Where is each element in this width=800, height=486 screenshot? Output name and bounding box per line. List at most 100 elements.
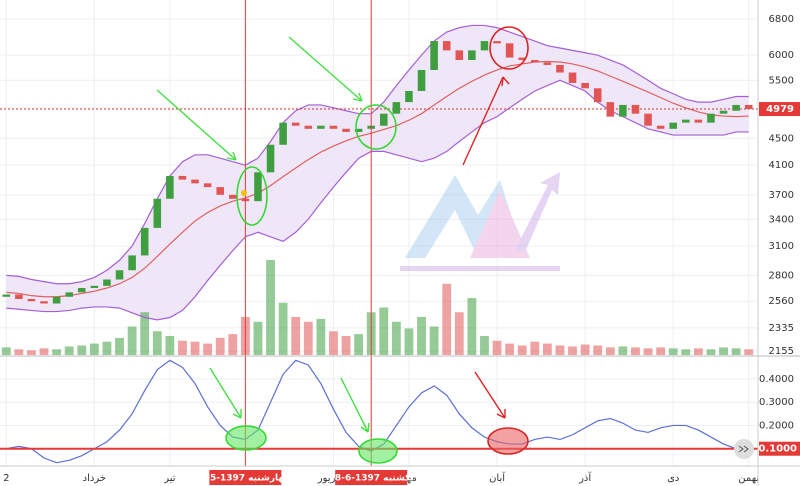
y-tick-label: 4100 xyxy=(769,160,794,171)
volume-bar xyxy=(102,341,112,355)
candle xyxy=(266,144,275,173)
candle xyxy=(480,41,489,51)
candle xyxy=(417,69,426,92)
candle xyxy=(493,41,501,44)
highlight-ellipse xyxy=(355,104,397,150)
arrow-head xyxy=(496,409,506,419)
candle xyxy=(669,122,677,129)
volume-bar xyxy=(580,344,590,355)
candle xyxy=(556,64,564,73)
y-tick-label: 6800 xyxy=(769,14,794,25)
candle xyxy=(128,255,136,271)
volume-bar xyxy=(404,328,414,355)
band-area xyxy=(6,25,749,320)
volume-bar xyxy=(329,331,338,355)
candle xyxy=(631,104,640,114)
candle xyxy=(518,57,526,61)
x-tick-label: خرداد xyxy=(83,473,106,484)
volume-bar xyxy=(190,341,200,355)
arrow xyxy=(340,377,369,433)
candle xyxy=(279,122,287,145)
y-tick-label: 5500 xyxy=(769,75,794,86)
volume-bar xyxy=(39,348,49,355)
volume-bar xyxy=(291,317,301,355)
highlight-ellipse xyxy=(225,425,267,451)
volume-bar xyxy=(278,302,288,355)
volume-bar xyxy=(517,345,527,355)
arrow-head xyxy=(226,151,237,161)
volume-bar xyxy=(429,326,439,355)
x-tick-label: مهر xyxy=(400,473,416,484)
candle xyxy=(744,104,753,110)
volume-bar xyxy=(568,346,577,355)
volume-bar xyxy=(228,334,238,355)
y-tick-label: 3400 xyxy=(769,214,794,225)
candle xyxy=(166,175,174,199)
volume-bar xyxy=(127,326,137,355)
candle xyxy=(140,227,149,256)
volume-bar xyxy=(27,350,36,355)
price-label: 4979 xyxy=(766,104,794,115)
volume-bar xyxy=(417,317,426,355)
arrow xyxy=(288,36,363,102)
arrow xyxy=(156,89,237,161)
volume-bar xyxy=(631,347,640,355)
volume-bar xyxy=(391,321,401,355)
volume-bar xyxy=(480,336,489,355)
candle xyxy=(27,298,36,302)
volume-bar xyxy=(643,348,653,355)
candle xyxy=(52,296,61,304)
candle xyxy=(40,301,48,304)
y-tick-label: 3700 xyxy=(769,190,794,201)
y-tick-label: 2560 xyxy=(769,296,794,307)
x-tick-label: شهریور xyxy=(317,473,349,484)
candle xyxy=(380,113,388,126)
volume-bar xyxy=(719,347,728,355)
candle xyxy=(656,125,665,129)
candle xyxy=(329,125,338,129)
volume-bar xyxy=(681,349,691,355)
candle xyxy=(732,104,740,111)
candle xyxy=(2,294,11,297)
volume-bar xyxy=(14,349,24,355)
volume-bar xyxy=(706,349,716,355)
volume-bar xyxy=(303,321,313,355)
volume-bar xyxy=(530,341,540,355)
logo xyxy=(405,175,525,258)
arrow-head xyxy=(360,422,370,433)
annotations xyxy=(156,26,529,464)
cursor-dot xyxy=(241,190,247,196)
volume-bar xyxy=(1,347,11,355)
volume-bar xyxy=(492,340,502,355)
x-tick-label: تیر xyxy=(163,473,176,484)
volume-bar xyxy=(64,346,74,355)
y-tick-label: 0.3000 xyxy=(759,397,794,408)
x-tick-label: آبان xyxy=(489,471,506,484)
volume-bar xyxy=(593,345,603,355)
volume-bar xyxy=(165,336,175,355)
candle xyxy=(644,113,652,126)
y-tick-label: 2335 xyxy=(769,323,794,334)
candle xyxy=(581,82,589,89)
volume-bar xyxy=(555,345,565,355)
candle xyxy=(342,128,350,132)
candle xyxy=(430,41,438,70)
band-line xyxy=(6,79,749,321)
y-tick-label: 0.2000 xyxy=(759,420,794,431)
candle xyxy=(103,279,111,286)
scroll-button[interactable] xyxy=(734,439,754,459)
volume-bar xyxy=(203,343,213,355)
y-tick-label: 6000 xyxy=(769,50,794,61)
volume-bar xyxy=(52,349,62,355)
volume-bar xyxy=(542,343,552,355)
y-tick-label: 3100 xyxy=(769,241,794,252)
volume-bar xyxy=(354,334,364,355)
candle xyxy=(216,187,224,195)
candle xyxy=(203,183,212,188)
x-tick-label: آذر xyxy=(578,471,592,484)
highlight-ellipse xyxy=(489,26,529,70)
highlight-ellipse xyxy=(236,166,268,226)
